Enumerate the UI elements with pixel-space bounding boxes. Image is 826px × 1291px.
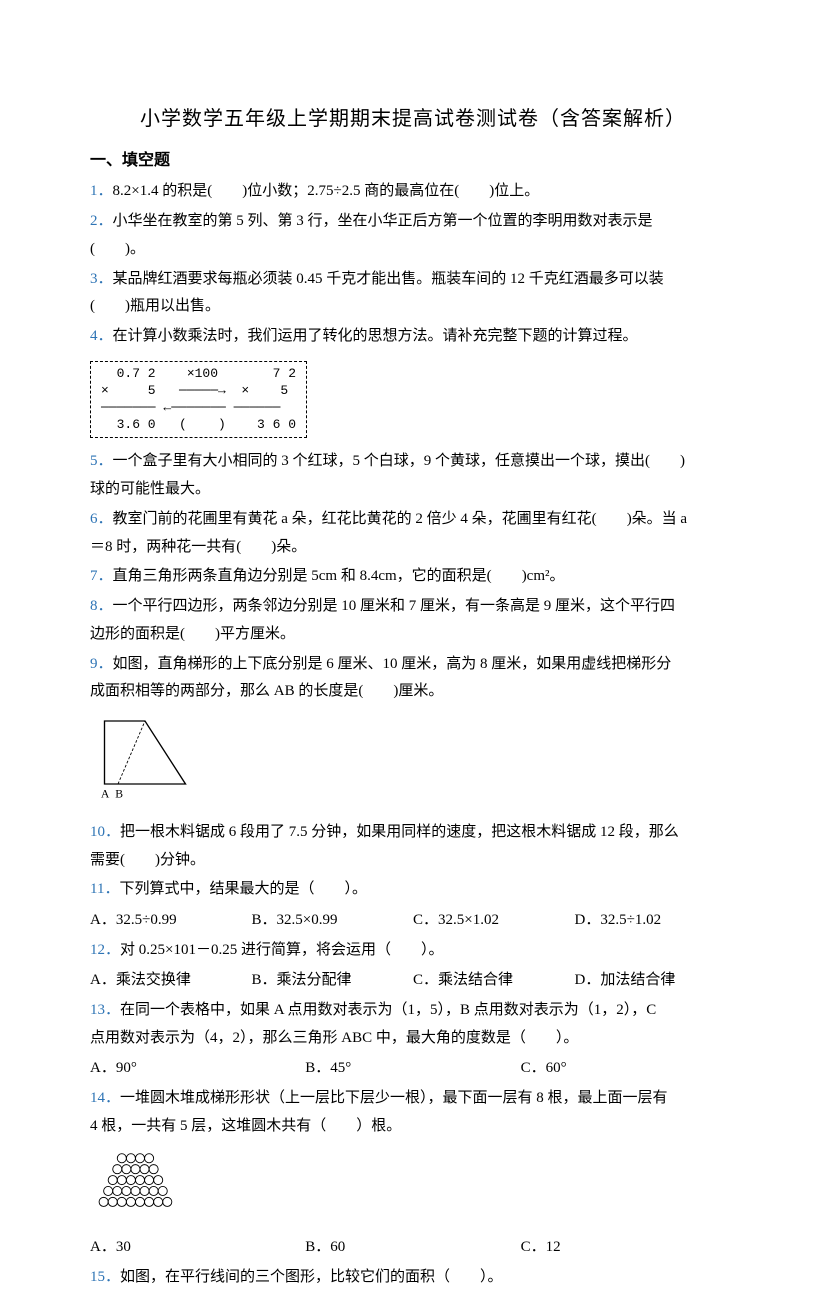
q11-text: 下列算式中，结果最大的是（ ）。 — [119, 881, 367, 897]
q5-text-b: ) — [680, 453, 685, 469]
section-header-fill: 一、填空题 — [90, 146, 736, 176]
question-10: 10．把一根木料锯成 6 段用了 7.5 分钟，如果用同样的速度，把这根木料锯成… — [90, 819, 736, 875]
q13-opt-b: B．45° — [305, 1054, 520, 1083]
q12-opt-c: C．乘法结合律 — [413, 966, 575, 995]
q9-text-a: 如图，直角梯形的上下底分别是 6 厘米、10 厘米，高为 8 厘米，如果用虚线把… — [113, 656, 672, 672]
qnum-5: 5． — [90, 453, 113, 469]
qnum-1: 1． — [90, 183, 113, 199]
qnum-11: 11． — [90, 881, 119, 897]
q14-opt-c: C．12 — [521, 1233, 736, 1262]
q12-options: A．乘法交换律 B．乘法分配律 C．乘法结合律 D．加法结合律 — [90, 966, 736, 995]
question-2: 2．小华坐在教室的第 5 列、第 3 行，坐在小华正后方第一个位置的李明用数对表… — [90, 208, 736, 264]
q12-opt-a: A．乘法交换律 — [90, 966, 252, 995]
question-12: 12．对 0.25×101－0.25 进行简算，将会运用（ ）。 — [90, 937, 736, 965]
q11-opt-c: C．32.5×1.02 — [413, 906, 575, 935]
q8-text-c: )平方厘米。 — [215, 626, 295, 642]
q2-text-c: )。 — [125, 241, 145, 257]
q3-text-a: 某品牌红酒要求每瓶必须装 0.45 千克才能出售。瓶装车间的 12 千克红酒最多… — [113, 271, 664, 287]
q3-text-c: )瓶用以出售。 — [125, 298, 220, 314]
qnum-6: 6． — [90, 511, 113, 527]
q6-text-c: ＝8 时，两种花一共有( — [90, 539, 241, 555]
q13-text-a: 在同一个表格中，如果 A 点用数对表示为（1，5），B 点用数对表示为（1，2）… — [120, 1002, 656, 1018]
page-title: 小学数学五年级上学期期末提高试卷测试卷（含答案解析） — [90, 100, 736, 138]
q1-text-b: )位小数；2.75÷2.5 商的最高位在( — [242, 183, 459, 199]
question-3: 3．某品牌红酒要求每瓶必须装 0.45 千克才能出售。瓶装车间的 12 千克红酒… — [90, 266, 736, 322]
q12-text: 对 0.25×101－0.25 进行简算，将会运用（ ）。 — [120, 942, 443, 958]
q13-opt-c: C．60° — [521, 1054, 736, 1083]
q2-text-a: 小华坐在教室的第 5 列、第 3 行，坐在小华正后方第一个位置的李明用数对表示是 — [113, 213, 653, 229]
calc-row-1: 0.7 2 ×100 7 2 — [101, 366, 296, 383]
question-5: 5．一个盒子里有大小相同的 3 个红球，5 个白球，9 个黄球，任意摸出一个球，… — [90, 448, 736, 504]
q5-text-a: 一个盒子里有大小相同的 3 个红球，5 个白球，9 个黄球，任意摸出一个球，摸出… — [113, 453, 651, 469]
qnum-4: 4． — [90, 328, 113, 344]
q5-text-c: 球的可能性最大。 — [90, 481, 210, 497]
q14-text-b: 4 根，一共有 5 层，这堆圆木共有（ ）根。 — [90, 1118, 401, 1134]
q11-options: A．32.5÷0.99 B．32.5×0.99 C．32.5×1.02 D．32… — [90, 906, 736, 935]
q12-opt-d: D．加法结合律 — [575, 966, 737, 995]
calc-row-3: ─────── ←─────── ────── — [101, 400, 296, 417]
label-b: B — [115, 788, 123, 801]
question-13: 13．在同一个表格中，如果 A 点用数对表示为（1，5），B 点用数对表示为（1… — [90, 997, 736, 1053]
qnum-13: 13． — [90, 1002, 120, 1018]
q13-opt-a: A．90° — [90, 1054, 305, 1083]
q14-options: A．30 B．60 C．12 — [90, 1233, 736, 1262]
q8-text-b: 边形的面积是( — [90, 626, 185, 642]
calc-row-4: 3.6 0 ( ) 3 6 0 — [101, 417, 296, 434]
q13-text-b: 点用数对表示为（4，2），那么三角形 ABC 中，最大角的度数是（ ）。 — [90, 1030, 578, 1046]
question-14: 14．一堆圆木堆成梯形形状（上一层比下层少一根），最下面一层有 8 根，最上面一… — [90, 1085, 736, 1227]
q14-opt-b: B．60 — [305, 1233, 520, 1262]
q10-text-c: )分钟。 — [155, 852, 205, 868]
q15-text: 如图，在平行线间的三个图形，比较它们的面积（ ）。 — [120, 1269, 503, 1285]
q14-opt-a: A．30 — [90, 1233, 305, 1262]
qnum-10: 10． — [90, 824, 120, 840]
qnum-2: 2． — [90, 213, 113, 229]
q9-text-b: 成面积相等的两部分，那么 AB 的长度是( — [90, 683, 363, 699]
q6-text-d: )朵。 — [271, 539, 306, 555]
q11-opt-b: B．32.5×0.99 — [252, 906, 414, 935]
q10-text-b: 需要( — [90, 852, 125, 868]
q10-text-a: 把一根木料锯成 6 段用了 7.5 分钟，如果用同样的速度，把这根木料锯成 12… — [120, 824, 679, 840]
qnum-12: 12． — [90, 942, 120, 958]
question-6: 6．教室门前的花圃里有黄花 a 朵，红花比黄花的 2 倍少 4 朵，花圃里有红花… — [90, 506, 736, 562]
q11-opt-d: D．32.5÷1.02 — [575, 906, 737, 935]
q13-options: A．90° B．45° C．60° — [90, 1054, 736, 1083]
q4-text: 在计算小数乘法时，我们运用了转化的思想方法。请补充完整下题的计算过程。 — [113, 328, 638, 344]
q7-text-a: 直角三角形两条直角边分别是 5cm 和 8.4cm，它的面积是( — [113, 568, 492, 584]
qnum-7: 7． — [90, 568, 113, 584]
q6-text-b: )朵。当 a — [627, 511, 687, 527]
calc-row-2: × 5 ─────→ × 5 — [101, 383, 296, 400]
q1-text-a: 8.2×1.4 的积是( — [113, 183, 213, 199]
qnum-8: 8． — [90, 598, 113, 614]
q11-opt-a: A．32.5÷0.99 — [90, 906, 252, 935]
log-pyramid-figure — [90, 1146, 190, 1216]
q9-text-c: )厘米。 — [393, 683, 443, 699]
question-15: 15．如图，在平行线间的三个图形，比较它们的面积（ ）。 — [90, 1264, 736, 1291]
q7-text-b: )cm²。 — [522, 568, 565, 584]
q12-opt-b: B．乘法分配律 — [252, 966, 414, 995]
q1-text-c: )位上。 — [489, 183, 539, 199]
label-a: A — [101, 788, 110, 801]
trapezoid-figure: A B — [90, 712, 200, 802]
question-9: 9．如图，直角梯形的上下底分别是 6 厘米、10 厘米，高为 8 厘米，如果用虚… — [90, 651, 736, 813]
question-7: 7．直角三角形两条直角边分别是 5cm 和 8.4cm，它的面积是( )cm²。 — [90, 563, 736, 591]
q8-text-a: 一个平行四边形，两条邻边分别是 10 厘米和 7 厘米，有一条高是 9 厘米，这… — [113, 598, 676, 614]
qnum-15: 15． — [90, 1269, 120, 1285]
q14-text-a: 一堆圆木堆成梯形形状（上一层比下层少一根），最下面一层有 8 根，最上面一层有 — [120, 1090, 668, 1106]
question-11: 11．下列算式中，结果最大的是（ ）。 — [90, 876, 736, 904]
calc-diagram: 0.7 2 ×100 7 2 × 5 ─────→ × 5 ─────── ←─… — [90, 361, 307, 439]
q6-text-a: 教室门前的花圃里有黄花 a 朵，红花比黄花的 2 倍少 4 朵，花圃里有红花( — [113, 511, 597, 527]
question-4: 4．在计算小数乘法时，我们运用了转化的思想方法。请补充完整下题的计算过程。 0.… — [90, 323, 736, 442]
qnum-9: 9． — [90, 656, 113, 672]
qnum-14: 14． — [90, 1090, 120, 1106]
qnum-3: 3． — [90, 271, 113, 287]
question-1: 1．8.2×1.4 的积是( )位小数；2.75÷2.5 商的最高位在( )位上… — [90, 178, 736, 206]
question-8: 8．一个平行四边形，两条邻边分别是 10 厘米和 7 厘米，有一条高是 9 厘米… — [90, 593, 736, 649]
